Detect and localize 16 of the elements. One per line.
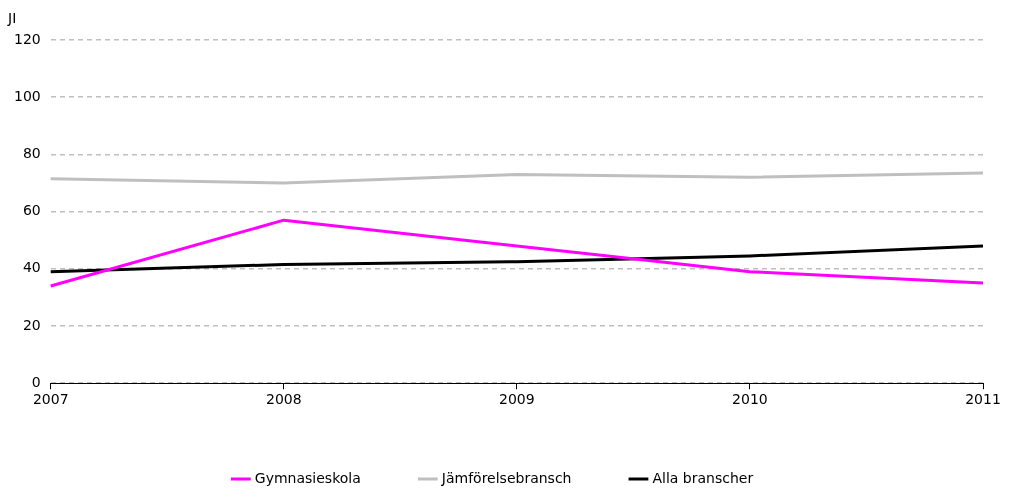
x-tick-label: 2009 <box>499 391 535 408</box>
y-tick-label: 100 <box>13 87 41 104</box>
x-tick-label: 2007 <box>32 391 69 408</box>
y-tick-label: 40 <box>22 259 41 276</box>
x-tick-label: 2010 <box>732 391 768 408</box>
y-tick-label: 20 <box>22 316 41 333</box>
legend-label: Gymnasieskola <box>254 469 361 486</box>
x-tick-label: 2008 <box>265 391 302 408</box>
y-tick-label: 0 <box>31 373 41 390</box>
legend-label: Alla branscher <box>652 469 754 486</box>
y-tick-label: 60 <box>22 202 41 219</box>
legend-label: Jämförelsebransch <box>440 469 572 486</box>
y-tick-label: 120 <box>13 30 41 47</box>
y-tick-label: 80 <box>22 145 41 162</box>
y-axis-title: JI <box>7 9 17 26</box>
x-tick-label: 2011 <box>965 391 1001 408</box>
